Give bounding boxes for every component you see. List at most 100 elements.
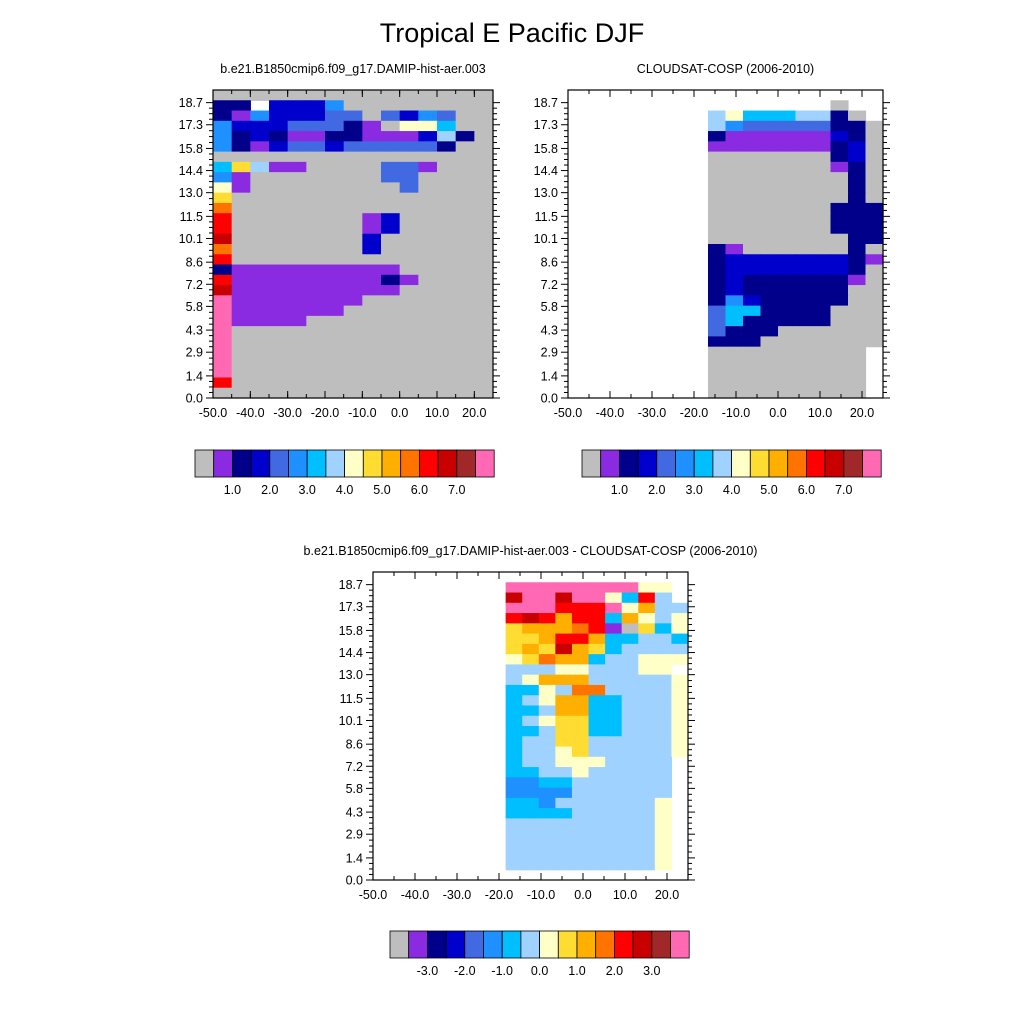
heatmap-cell bbox=[778, 213, 797, 225]
heatmap-cell bbox=[522, 726, 540, 737]
heatmap-cell bbox=[306, 244, 326, 255]
colorbar-box bbox=[520, 930, 541, 959]
heatmap-cell bbox=[848, 264, 867, 276]
heatmap-cell bbox=[269, 377, 289, 389]
heatmap-cell bbox=[725, 151, 744, 163]
x-tick-label: 0.0 bbox=[769, 406, 786, 420]
heatmap-cell bbox=[760, 377, 779, 389]
heatmap-cell bbox=[760, 131, 779, 142]
heatmap-cell bbox=[505, 726, 523, 737]
heatmap-cell bbox=[795, 161, 814, 173]
heatmap-cell bbox=[571, 756, 590, 768]
heatmap-cell bbox=[343, 223, 363, 235]
heatmap-cell bbox=[325, 274, 345, 286]
heatmap-cell bbox=[725, 254, 744, 266]
heatmap-cell bbox=[343, 213, 363, 225]
heatmap-cell bbox=[621, 695, 639, 707]
heatmap-cell bbox=[455, 202, 475, 214]
y-tick-label: 11.5 bbox=[340, 692, 363, 706]
heatmap-cell bbox=[555, 643, 573, 655]
heatmap-cell bbox=[588, 726, 606, 737]
heatmap-cell bbox=[848, 387, 867, 399]
x-tick-label: 20.0 bbox=[850, 406, 874, 420]
heatmap-cell bbox=[287, 233, 307, 245]
heatmap-cell bbox=[437, 346, 457, 358]
heatmap-cell bbox=[437, 264, 457, 276]
heatmap-cell bbox=[571, 797, 590, 809]
heatmap-cell bbox=[381, 326, 401, 337]
heatmap-cell bbox=[795, 377, 814, 389]
heatmap-cell bbox=[654, 633, 673, 645]
heatmap-cell bbox=[725, 110, 744, 122]
heatmap-cell bbox=[778, 131, 797, 142]
heatmap-cell bbox=[743, 172, 762, 183]
heatmap-cell bbox=[605, 828, 623, 840]
heatmap-cell bbox=[555, 797, 573, 809]
heatmap-cell bbox=[813, 254, 832, 266]
heatmap-cell bbox=[571, 602, 590, 614]
heatmap-cell bbox=[848, 192, 867, 204]
heatmap-cell bbox=[813, 305, 832, 317]
colorbar-box bbox=[632, 930, 653, 959]
heatmap-cell bbox=[708, 285, 727, 296]
heatmap-cell bbox=[343, 172, 363, 183]
colorbar-box bbox=[194, 449, 215, 478]
heatmap-cell bbox=[287, 387, 307, 399]
heatmap-cell bbox=[671, 705, 689, 717]
heatmap-cell bbox=[474, 305, 494, 317]
heatmap-cell bbox=[287, 285, 307, 296]
heatmap-cell bbox=[638, 654, 656, 665]
heatmap-cell bbox=[588, 859, 606, 871]
heatmap-cell bbox=[671, 613, 689, 624]
heatmap-cell bbox=[571, 818, 590, 830]
heatmap-cell bbox=[813, 346, 832, 358]
heatmap-cell bbox=[621, 818, 639, 830]
heatmap-cell bbox=[455, 346, 475, 358]
heatmap-cell bbox=[760, 233, 779, 245]
heatmap-cell bbox=[638, 859, 656, 871]
heatmap-cell bbox=[306, 315, 326, 327]
colorbar-label: 2.0 bbox=[606, 964, 623, 978]
colorbar-box bbox=[656, 449, 676, 478]
heatmap-cell bbox=[605, 592, 623, 604]
heatmap-cell bbox=[813, 120, 832, 132]
heatmap-cell bbox=[725, 336, 744, 348]
heatmap-cell bbox=[362, 202, 382, 214]
heatmap-cell bbox=[654, 613, 673, 624]
heatmap-cell bbox=[306, 254, 326, 266]
heatmap-cell bbox=[638, 592, 656, 604]
colorbar-label: 5.0 bbox=[760, 483, 777, 497]
heatmap-cell bbox=[474, 120, 494, 132]
y-tick-label: 10.1 bbox=[179, 232, 203, 246]
heatmap-cell bbox=[231, 367, 251, 379]
y-tick-label: 1.4 bbox=[541, 369, 558, 383]
heatmap-cell bbox=[555, 838, 573, 850]
heatmap-cell bbox=[830, 141, 849, 153]
heatmap-cell bbox=[269, 264, 289, 276]
heatmap-cell bbox=[671, 654, 689, 665]
heatmap-cell bbox=[343, 182, 363, 194]
colorbar-label: 3.0 bbox=[686, 483, 703, 497]
heatmap-cell bbox=[571, 684, 590, 696]
heatmap-cell bbox=[621, 726, 639, 737]
heatmap-cell bbox=[399, 131, 419, 142]
heatmap-cell bbox=[760, 202, 779, 214]
heatmap-cell bbox=[306, 367, 326, 379]
heatmap-cell bbox=[654, 756, 673, 768]
heatmap-cell bbox=[250, 120, 270, 132]
y-tick-label: 10.1 bbox=[534, 232, 558, 246]
heatmap-cell bbox=[760, 182, 779, 194]
heatmap-cell bbox=[399, 233, 419, 245]
heatmap-cell bbox=[306, 387, 326, 399]
heatmap-cell bbox=[743, 223, 762, 235]
heatmap-cell bbox=[362, 295, 382, 307]
heatmap-cell bbox=[725, 192, 744, 204]
y-tick-label: 17.3 bbox=[534, 118, 558, 132]
colorbar-label: 7.0 bbox=[448, 483, 465, 497]
heatmap-cell bbox=[287, 264, 307, 276]
heatmap-cell bbox=[287, 110, 307, 122]
heatmap-cell bbox=[571, 736, 590, 748]
heatmap-cell bbox=[605, 633, 623, 645]
heatmap-cell bbox=[848, 367, 867, 379]
heatmap-cell bbox=[231, 336, 251, 348]
